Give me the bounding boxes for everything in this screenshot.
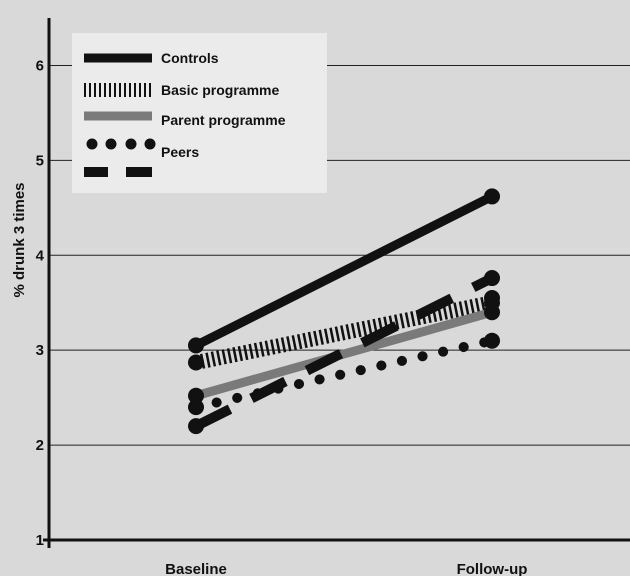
legend-item: Basic programme: [84, 82, 279, 98]
y-tick-label: 2: [36, 437, 44, 454]
series-basic-programme: [188, 294, 500, 371]
data-point: [484, 270, 500, 287]
y-tick-label: 1: [36, 532, 44, 549]
y-tick-label: 5: [36, 152, 44, 169]
series-layer: [188, 188, 500, 435]
data-point: [188, 387, 204, 404]
legend-swatch-dot: [125, 138, 137, 150]
legend-item: Controls: [84, 50, 219, 66]
series-parent-programme: [188, 304, 500, 404]
x-tick-label: Baseline: [165, 561, 227, 576]
series-line: [191, 335, 497, 413]
legend-label: Basic programme: [161, 82, 279, 98]
data-point: [484, 304, 500, 321]
legend-items: Controls Basic programme Parent programme P…: [84, 50, 286, 177]
data-point: [188, 399, 204, 416]
series-line: [191, 191, 497, 350]
x-tick-labels: Baseline Follow-up: [165, 561, 527, 576]
x-tick-label: Follow-up: [457, 561, 528, 576]
data-point: [484, 188, 500, 205]
y-axis-title: % drunk 3 times: [11, 182, 28, 297]
y-tick-label: 3: [36, 342, 44, 359]
legend-swatch-dot: [144, 138, 156, 150]
data-point: [188, 418, 204, 435]
data-point: [188, 337, 204, 354]
series-controls: [188, 188, 500, 354]
data-point: [188, 354, 204, 371]
legend-swatch-dot: [105, 138, 117, 150]
legend: Controls Basic programme Parent programme P…: [72, 33, 327, 193]
legend-item: Peers: [86, 138, 199, 160]
series-line: [194, 295, 494, 370]
data-point: [484, 289, 500, 306]
legend-label: Controls: [161, 50, 219, 66]
y-tick-labels: 1 2 3 4 5 6: [36, 57, 45, 549]
legend-label: Peers: [161, 144, 199, 160]
y-tick-label: 4: [36, 247, 45, 264]
data-point: [484, 332, 500, 349]
legend-swatch-dot: [86, 138, 98, 150]
series-line: [194, 307, 494, 401]
legend-label: Parent programme: [161, 112, 286, 128]
y-tick-label: 6: [36, 57, 44, 74]
axes: [43, 18, 630, 548]
series-peers: [188, 332, 500, 416]
series-line: [193, 273, 495, 431]
series-unlabeled-dashed: [188, 270, 500, 435]
legend-item: Parent programme: [84, 111, 286, 128]
